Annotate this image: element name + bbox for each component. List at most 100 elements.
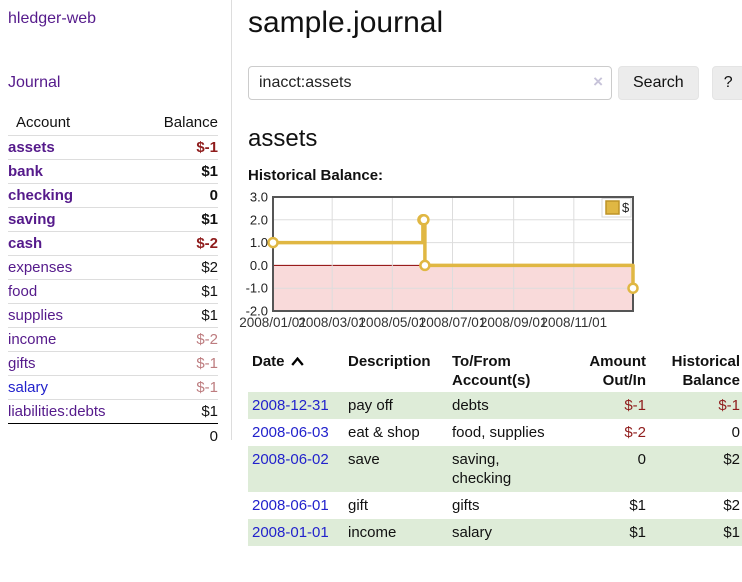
account-row: food $1 — [8, 279, 218, 304]
account-link[interactable]: liabilities:debts — [8, 403, 106, 420]
accounts-cell: salary — [452, 519, 554, 546]
account-link[interactable]: gifts — [8, 355, 36, 372]
accounts-cell: saving, checking — [452, 446, 554, 492]
chart-title: Historical Balance: — [248, 167, 384, 184]
accounts-total: 0 — [136, 423, 218, 449]
account-link[interactable]: cash — [8, 235, 43, 252]
historical-balance-chart: $3.0 2.0 1.0 0.0 -1.0 -2.0 2008/01/01 2008/03/0… — [239, 190, 742, 335]
account-balance: $-1 — [136, 135, 218, 160]
amount-cell: $1 — [629, 497, 646, 514]
account-heading: assets — [248, 125, 318, 152]
account-link[interactable]: bank — [8, 163, 44, 180]
balance-cell: $1 — [646, 519, 742, 546]
account-row: bank $1 — [8, 159, 218, 184]
register-table: Date Description To/From Account(s) Amou… — [248, 350, 742, 546]
account-link[interactable]: checking — [8, 187, 74, 204]
account-balance: $-1 — [136, 351, 218, 376]
date-col-header[interactable]: Date — [248, 350, 348, 392]
accounts-cell: debts — [452, 392, 554, 419]
svg-text:-1.0: -1.0 — [246, 281, 268, 296]
svg-text:2008/05/01: 2008/05/01 — [359, 315, 427, 330]
register-header-row: Date Description To/From Account(s) Amou… — [248, 350, 742, 392]
svg-text:2008/11/01: 2008/11/01 — [541, 315, 608, 330]
account-col-header: Account — [16, 114, 71, 131]
description-cell: save — [348, 446, 452, 492]
register-row: 2008-06-03 eat & shop food, supplies $-2 0 — [248, 419, 742, 446]
accounts-total-spacer — [8, 423, 136, 449]
date-link[interactable]: 2008-06-03 — [252, 424, 329, 441]
account-row: income $-2 — [8, 327, 218, 352]
app-brand: hledger-web — [8, 10, 231, 28]
account-link[interactable]: saving — [8, 211, 56, 228]
amount-col-header: Amount Out/In — [589, 353, 646, 389]
description-col-header: Description — [348, 353, 431, 370]
account-balance: $2 — [136, 255, 218, 280]
account-row: supplies $1 — [8, 303, 218, 328]
account-link[interactable]: food — [8, 283, 38, 300]
accounts-cell: food, supplies — [452, 424, 545, 441]
balance-col-header-register: Historical Balance — [671, 353, 740, 389]
account-row: gifts $-1 — [8, 351, 218, 376]
register-row: 2008-06-01 gift gifts $1 $2 — [248, 492, 742, 519]
help-button[interactable]: ? — [711, 66, 742, 100]
sidebar: hledger-web Journal Account Balance asse… — [0, 0, 232, 449]
date-link[interactable]: 2008-01-01 — [252, 524, 329, 541]
svg-text:$: $ — [622, 200, 630, 215]
date-link[interactable]: 2008-12-31 — [252, 397, 329, 414]
account-balance: $-2 — [136, 327, 218, 352]
svg-text:0.0: 0.0 — [250, 258, 268, 273]
account-row: expenses $2 — [8, 255, 218, 280]
description-cell: eat & shop — [348, 424, 420, 441]
nav-journal: Journal — [8, 74, 231, 92]
svg-text:2.0: 2.0 — [250, 212, 268, 227]
account-link[interactable]: assets — [8, 139, 55, 156]
accounts-table: Account Balance assets $-1 bank $1 checking 0… — [8, 111, 218, 449]
account-row: salary $-1 — [8, 375, 218, 400]
account-row: saving $1 — [8, 207, 218, 232]
svg-text:-2.0: -2.0 — [246, 304, 268, 319]
search-button[interactable]: Search — [618, 66, 699, 100]
page-title: sample.journal — [248, 6, 444, 39]
register-body: 2008-12-31 pay off debts $-1 $-1 2008-06-03 ea… — [248, 392, 742, 546]
balance-cell: 0 — [731, 424, 740, 441]
account-link[interactable]: salary — [8, 379, 49, 396]
app-brand-link[interactable]: hledger-web — [8, 10, 97, 27]
amount-cell: $1 — [554, 519, 646, 546]
account-balance: 0 — [136, 183, 218, 208]
description-cell: income — [348, 519, 452, 546]
description-cell: gift — [348, 497, 369, 514]
clear-icon[interactable]: × — [593, 72, 603, 91]
nav-journal-link[interactable]: Journal — [8, 74, 61, 91]
account-balance: $1 — [136, 279, 218, 304]
account-balance: $1 — [136, 207, 218, 232]
svg-text:1.0: 1.0 — [250, 235, 268, 250]
balance-col-header: Balance — [163, 114, 218, 131]
account-balance: $-1 — [136, 375, 218, 400]
sort-ascending-icon — [290, 352, 304, 371]
search-row: × Search ? — [248, 66, 742, 100]
amount-cell: $-2 — [624, 424, 646, 441]
register-row: 2008-06-02 save saving, checking 0 $2 — [248, 446, 742, 492]
account-balance: $1 — [136, 159, 218, 184]
account-balance: $1 — [136, 303, 218, 328]
date-link[interactable]: 2008-06-01 — [252, 497, 329, 514]
register-row: 2008-12-31 pay off debts $-1 $-1 — [248, 392, 742, 419]
date-link[interactable]: 2008-06-02 — [252, 451, 329, 468]
account-link[interactable]: expenses — [8, 259, 73, 276]
accounts-total-row: 0 — [8, 423, 218, 449]
account-link[interactable]: income — [8, 331, 57, 348]
account-balance: $1 — [136, 399, 218, 424]
account-row: checking 0 — [8, 183, 218, 208]
svg-text:2008/03/01: 2008/03/01 — [298, 315, 366, 330]
svg-text:2008/07/01: 2008/07/01 — [419, 315, 487, 330]
register-row: 2008-01-01 income salary $1 $1 — [248, 519, 742, 546]
accounts-body: assets $-1 bank $1 checking 0 saving $1 cash $-2 e… — [8, 135, 218, 424]
account-row: assets $-1 — [8, 135, 218, 160]
account-link[interactable]: supplies — [8, 307, 64, 324]
balance-cell: $2 — [723, 497, 740, 514]
account-row: cash $-2 — [8, 231, 218, 256]
balance-cell: $-1 — [646, 392, 742, 419]
search-input[interactable] — [248, 66, 612, 100]
search-box: × — [248, 66, 612, 100]
